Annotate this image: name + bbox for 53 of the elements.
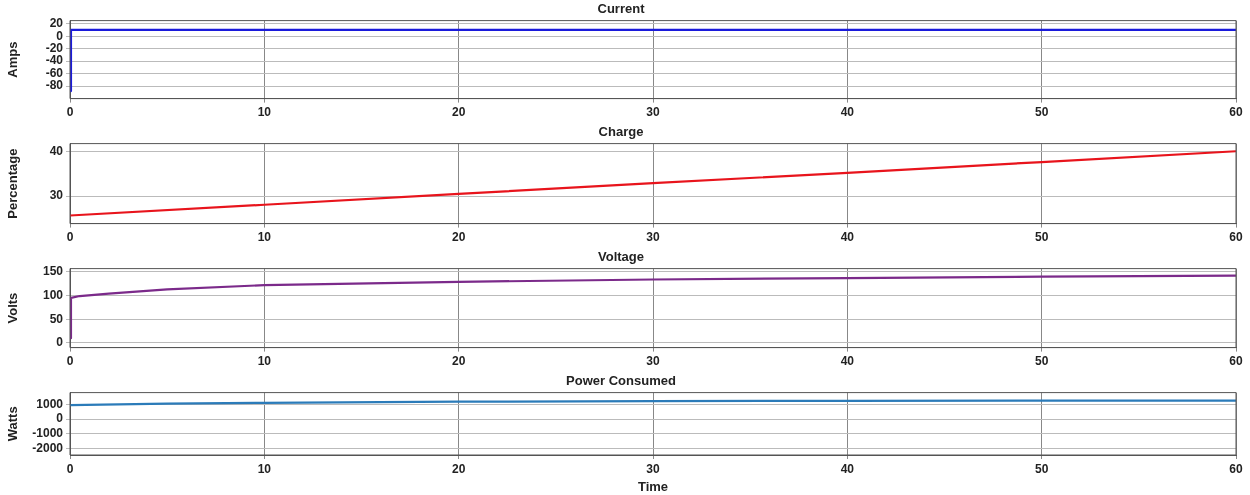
y-tick-label: 20 (49, 16, 64, 31)
x-tick-label: 60 (1229, 461, 1243, 476)
x-tick-label: 10 (257, 105, 272, 120)
x-tick-label: 20 (451, 461, 466, 476)
x-tick-label: 40 (840, 354, 855, 369)
y-tick-label: 1000 (36, 396, 64, 411)
x-tick-label: 60 (1229, 354, 1243, 369)
y-axis-title: Volts (5, 292, 21, 324)
y-tick-label: 0 (56, 28, 64, 43)
x-tick-label: 30 (646, 230, 660, 245)
x-tick-label: 50 (1034, 105, 1049, 120)
x-tick-label: 40 (840, 230, 855, 245)
y-tick-label: 30 (49, 188, 64, 203)
x-tick-label: 30 (646, 461, 660, 476)
y-tick-label: 0 (56, 335, 64, 350)
y-axis-title: Watts (5, 406, 21, 442)
x-tick-label: 60 (1229, 105, 1243, 120)
x-tick-label: 30 (646, 354, 660, 369)
chart-title: Charge (598, 124, 644, 140)
x-tick-label: 0 (66, 461, 74, 476)
x-tick-label: 60 (1229, 230, 1243, 245)
x-tick-label: 20 (451, 105, 466, 120)
y-tick-label: -20 (45, 40, 64, 55)
x-tick-label: 0 (66, 354, 74, 369)
x-tick-label: 20 (451, 230, 466, 245)
x-tick-label: 10 (257, 461, 272, 476)
x-tick-label: 40 (840, 105, 855, 120)
chart-title: Current (597, 1, 646, 17)
x-tick-label: 10 (257, 230, 272, 245)
x-tick-label: 40 (840, 461, 855, 476)
x-tick-label: 0 (66, 105, 74, 120)
x-tick-label: 20 (451, 354, 466, 369)
x-tick-label: 50 (1034, 230, 1049, 245)
x-axis-title: Time (637, 478, 669, 494)
y-tick-label: 40 (49, 143, 64, 158)
y-tick-label: 100 (42, 287, 64, 302)
y-tick-label: -40 (45, 53, 64, 68)
y-tick-label: -80 (45, 78, 64, 93)
y-tick-label: -60 (45, 65, 64, 80)
chart-title: Voltage (598, 249, 644, 265)
y-tick-label: -1000 (32, 426, 64, 441)
y-tick-label: -2000 (32, 440, 64, 455)
chart-title: Power Consumed (566, 373, 676, 389)
x-tick-label: 50 (1034, 461, 1049, 476)
x-tick-label: 10 (257, 354, 272, 369)
y-axis-title: Percentage (5, 148, 21, 219)
y-axis-title: Amps (5, 41, 21, 78)
x-tick-label: 50 (1034, 354, 1049, 369)
y-tick-label: 150 (42, 264, 64, 279)
x-tick-label: 0 (66, 230, 74, 245)
y-tick-label: 50 (49, 311, 64, 326)
x-tick-label: 30 (646, 105, 660, 120)
y-tick-label: 0 (56, 411, 64, 426)
